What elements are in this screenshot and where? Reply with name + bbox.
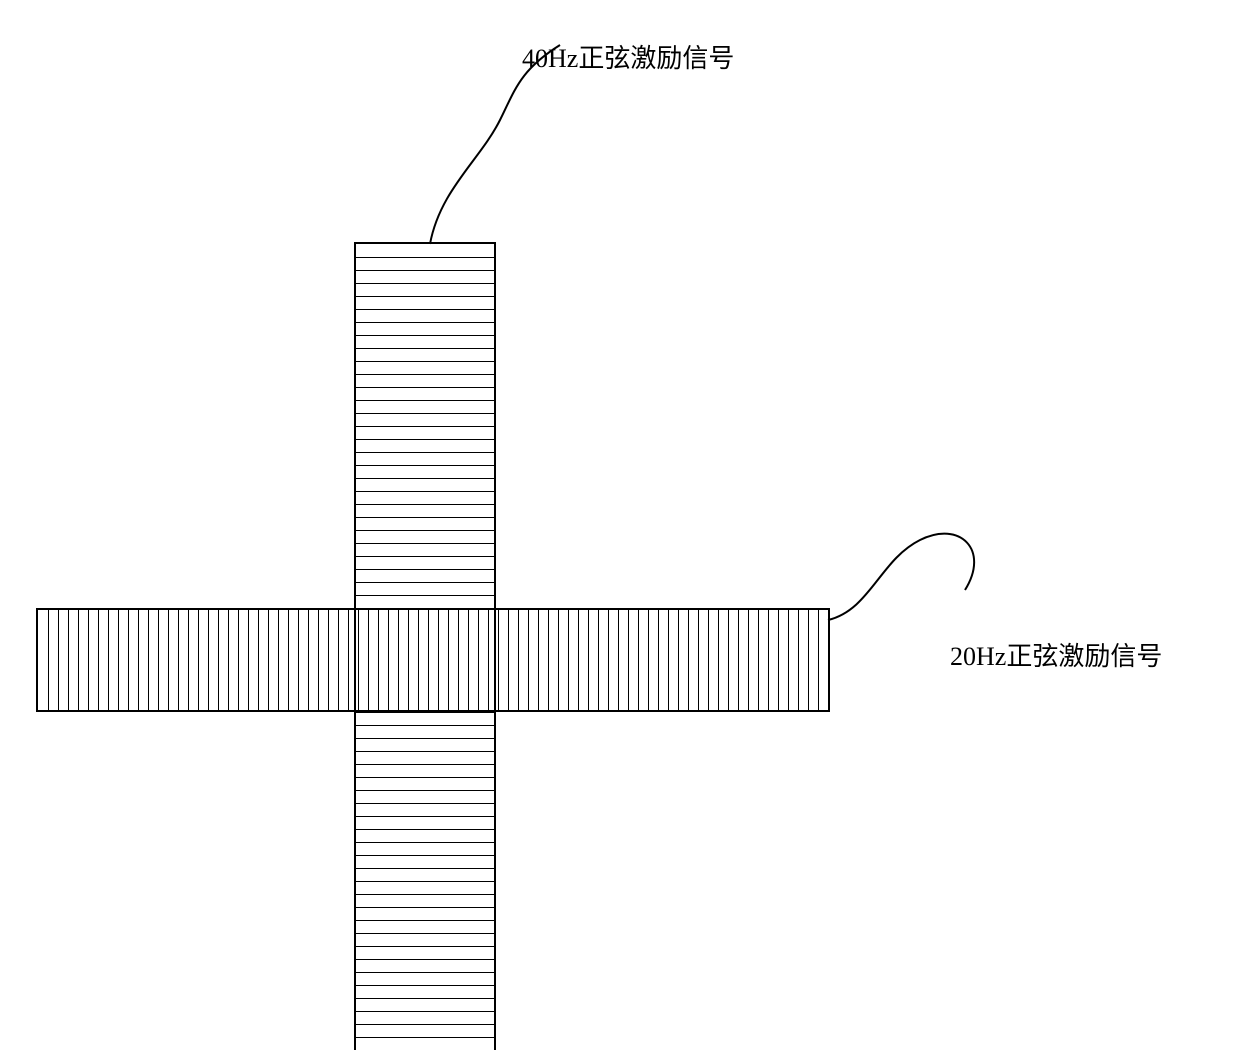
label-top-signal: 40Hz正弦激励信号 [522,38,734,75]
coil-intersection [354,608,496,712]
wire-right [0,0,1240,1046]
diagram-container: 40Hz正弦激励信号 20Hz正弦激励信号 [0,0,1240,1046]
wire-top [0,0,1240,1046]
label-right-signal: 20Hz正弦激励信号 [950,636,1162,673]
